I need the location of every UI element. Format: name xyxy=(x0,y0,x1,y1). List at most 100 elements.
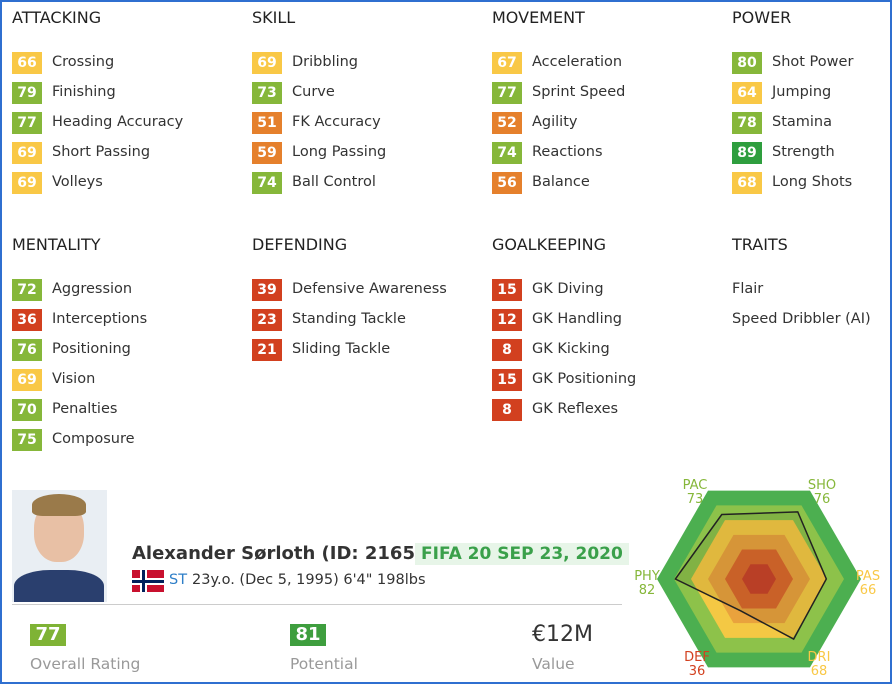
stat-name: Finishing xyxy=(52,84,116,100)
stat-badge: 67 xyxy=(492,52,522,74)
stat-badge: 15 xyxy=(492,369,522,391)
stat-badge: 74 xyxy=(252,172,282,194)
stat-name: GK Reflexes xyxy=(532,401,619,417)
player-name: Alexander Sørloth (ID: 216549) xyxy=(132,543,449,564)
summary-label: Value xyxy=(532,655,575,673)
stat-badge: 79 xyxy=(12,82,42,104)
stat-badge: 12 xyxy=(492,309,522,331)
section-title: SKILL xyxy=(252,8,296,27)
stat-badge: 36 xyxy=(12,309,42,331)
summary-label: Overall Rating xyxy=(30,655,141,673)
radar-axis-name: SHO xyxy=(808,478,836,493)
radar-axis-value: 82 xyxy=(639,583,656,598)
radar-ring xyxy=(742,564,776,594)
stat-badge: 66 xyxy=(12,52,42,74)
stat-name: GK Kicking xyxy=(532,341,610,357)
radar-axis-value: 73 xyxy=(687,492,704,507)
summary-value: €12M xyxy=(532,622,593,647)
summary-label: Potential xyxy=(290,655,358,673)
stat-badge: 89 xyxy=(732,142,762,164)
stat-name: Positioning xyxy=(52,341,131,357)
stat-name: Acceleration xyxy=(532,54,623,70)
stat-badge: 80 xyxy=(732,52,762,74)
radar-axis-name: PAC xyxy=(683,478,708,493)
stat-name: Heading Accuracy xyxy=(52,114,184,130)
radar-axis-value: 76 xyxy=(814,492,831,507)
stat-name: GK Diving xyxy=(532,281,604,297)
stat-name: Reactions xyxy=(532,144,603,160)
radar-axis-value: 66 xyxy=(860,583,877,598)
stat-badge: 69 xyxy=(252,52,282,74)
stat-badge: 56 xyxy=(492,172,522,194)
section-title: DEFENDING xyxy=(252,235,348,254)
stat-name: Vision xyxy=(52,371,96,387)
stat-badge: 75 xyxy=(12,429,42,451)
radar-axis-value: 68 xyxy=(811,664,828,679)
stat-name: Short Passing xyxy=(52,144,151,160)
stat-badge: 8 xyxy=(492,399,522,421)
stat-badge: 73 xyxy=(252,82,282,104)
radar-axis-name: DRI xyxy=(808,650,831,665)
stat-name: Strength xyxy=(772,144,835,160)
stat-badge: 76 xyxy=(12,339,42,361)
stat-name: Jumping xyxy=(772,84,832,100)
stat-badge: 72 xyxy=(12,279,42,301)
stat-name: Ball Control xyxy=(292,174,376,190)
stat-name: Long Passing xyxy=(292,144,387,160)
summary-badge: 77 xyxy=(30,624,66,646)
stat-name: Long Shots xyxy=(772,174,853,190)
stat-badge: 77 xyxy=(492,82,522,104)
trait: Speed Dribbler (AI) xyxy=(732,311,871,327)
stat-name: Crossing xyxy=(52,54,115,70)
stat-name: Standing Tackle xyxy=(292,311,406,327)
stat-badge: 77 xyxy=(12,112,42,134)
section-title: ATTACKING xyxy=(12,8,102,27)
stat-badge: 69 xyxy=(12,142,42,164)
stat-badge: 15 xyxy=(492,279,522,301)
section-title: TRAITS xyxy=(732,235,788,254)
stat-name: Curve xyxy=(292,84,335,100)
stat-name: Dribbling xyxy=(292,54,359,70)
section-title: MENTALITY xyxy=(12,235,101,254)
stat-badge: 52 xyxy=(492,112,522,134)
section-title: MOVEMENT xyxy=(492,8,585,27)
stat-badge: 69 xyxy=(12,172,42,194)
radar-axis-name: PHY xyxy=(634,569,660,584)
section-title: GOALKEEPING xyxy=(492,235,607,254)
player-details: 23y.o. (Dec 5, 1995) 6'4" 198lbs xyxy=(192,572,426,588)
stat-name: Defensive Awareness xyxy=(292,281,447,297)
summary-badge: 81 xyxy=(290,624,326,646)
stat-name: Composure xyxy=(52,431,135,447)
stat-name: Shot Power xyxy=(772,54,854,70)
stat-badge: 39 xyxy=(252,279,282,301)
stat-name: FK Accuracy xyxy=(292,114,381,130)
stat-badge: 23 xyxy=(252,309,282,331)
stat-badge: 51 xyxy=(252,112,282,134)
stat-name: Balance xyxy=(532,174,590,190)
radar-axis-value: 36 xyxy=(689,664,706,679)
stat-name: Sliding Tackle xyxy=(292,341,391,357)
stat-badge: 74 xyxy=(492,142,522,164)
stat-name: Stamina xyxy=(772,114,833,130)
stat-badge: 21 xyxy=(252,339,282,361)
stat-name: Interceptions xyxy=(52,311,148,327)
stat-name: Sprint Speed xyxy=(532,84,626,100)
trait: Flair xyxy=(732,281,764,297)
flag xyxy=(132,570,164,592)
stat-badge: 78 xyxy=(732,112,762,134)
player-photo xyxy=(12,490,107,602)
section-title: POWER xyxy=(732,8,792,27)
radar-axis-name: DEF xyxy=(684,650,710,665)
stat-badge: 68 xyxy=(732,172,762,194)
stat-name: Aggression xyxy=(52,281,133,297)
stat-badge: 8 xyxy=(492,339,522,361)
stat-badge: 70 xyxy=(12,399,42,421)
stat-name: GK Handling xyxy=(532,311,622,327)
stat-name: GK Positioning xyxy=(532,371,637,387)
radar-shape xyxy=(674,511,828,641)
stat-badge: 64 xyxy=(732,82,762,104)
stat-badge: 69 xyxy=(12,369,42,391)
stat-name: Agility xyxy=(532,114,578,130)
